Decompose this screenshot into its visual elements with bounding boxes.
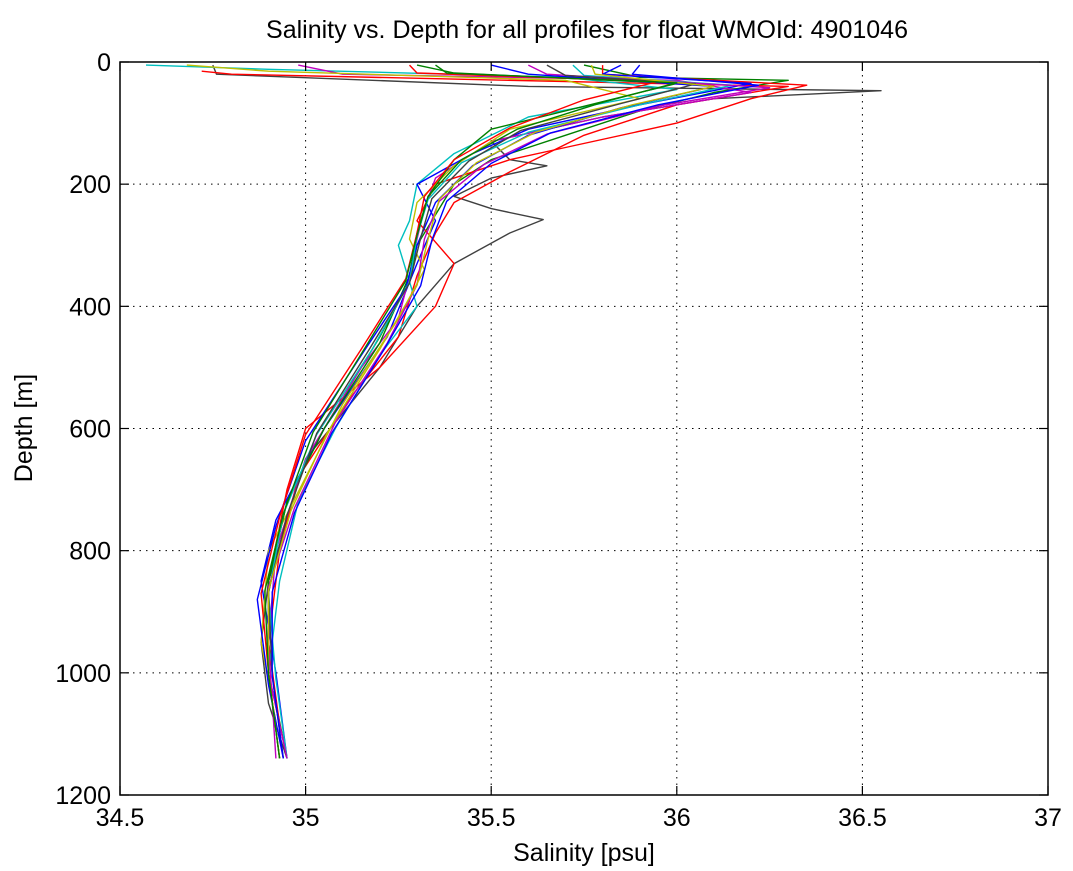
y-axis-label: Depth [m] bbox=[10, 374, 38, 482]
profile-line-16 bbox=[264, 64, 678, 759]
y-tick-label: 1200 bbox=[55, 782, 111, 810]
plot-area bbox=[145, 64, 882, 759]
profile-line-6 bbox=[260, 64, 752, 759]
y-tick-label: 400 bbox=[69, 293, 111, 321]
x-tick-label: 36.5 bbox=[838, 804, 887, 832]
y-tick-label: 0 bbox=[97, 49, 111, 77]
x-tick-label: 34.5 bbox=[96, 804, 145, 832]
x-tick-label: 37 bbox=[1034, 804, 1062, 832]
y-tick-label: 1000 bbox=[55, 660, 111, 688]
x-axis-label: Salinity [psu] bbox=[513, 839, 655, 867]
chart-title: Salinity vs. Depth for all profiles for … bbox=[266, 16, 908, 44]
y-tick-label: 200 bbox=[69, 171, 111, 199]
y-tick-labels: 0 200 400 600 800 1000 1200 bbox=[55, 49, 111, 810]
axis-ticks bbox=[119, 61, 1049, 796]
x-tick-label: 35 bbox=[292, 804, 320, 832]
y-tick-label: 800 bbox=[69, 538, 111, 566]
x-tick-label: 35.5 bbox=[467, 804, 516, 832]
profile-line-17 bbox=[271, 64, 760, 759]
x-tick-labels: 34.5 35 35.5 36 36.5 37 bbox=[96, 804, 1062, 832]
profile-line-15 bbox=[267, 64, 715, 759]
profile-line-3 bbox=[267, 65, 808, 759]
x-tick-label: 36 bbox=[663, 804, 691, 832]
y-tick-label: 600 bbox=[69, 416, 111, 444]
series-lines bbox=[145, 64, 882, 759]
